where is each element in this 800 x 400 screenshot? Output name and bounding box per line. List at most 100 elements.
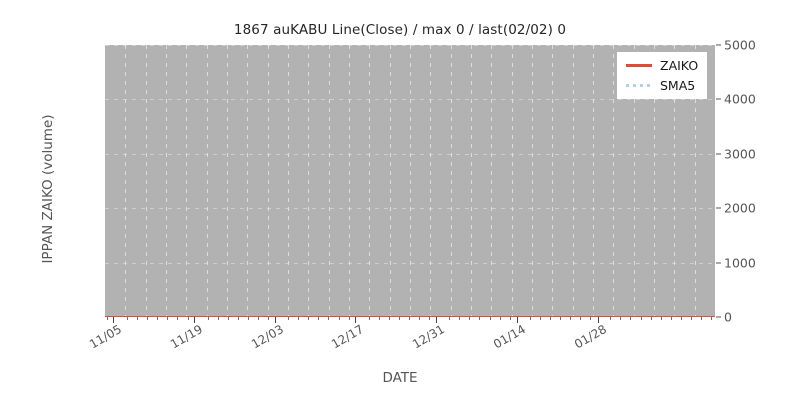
x-tick-label: 12/31 [410,322,447,352]
gridline-vertical [451,45,452,317]
x-axis-minor-tick [610,317,611,320]
chart-legend[interactable]: ZAIKO SMA5 [617,52,708,99]
x-axis-minor-tick [419,317,420,320]
x-axis-minor-tick [188,317,189,320]
gridline-vertical [532,45,533,317]
x-axis-minor-tick [469,317,470,320]
legend-swatch-sma5-icon [626,83,652,87]
y-tick-label: 3000 [724,146,756,162]
gridline-vertical [471,45,472,317]
x-axis-minor-tick [479,317,480,320]
gridline-vertical [512,45,513,317]
x-axis-minor-tick [409,317,410,320]
gridline-horizontal [105,262,715,264]
x-axis-title: DATE [382,370,418,386]
y-axis-tick: 1000 [716,255,756,270]
x-axis-minor-tick [147,317,148,320]
y-axis-tick: 3000 [716,146,756,161]
x-tick-label: 12/03 [249,322,286,352]
x-axis-major-tick [194,317,195,323]
x-axis-minor-tick [701,317,702,320]
legend-item-zaiko[interactable]: ZAIKO [626,57,698,73]
gridline-vertical [613,45,614,317]
gridline-vertical [573,45,574,317]
gridline-vertical [674,45,675,317]
gridline-vertical [186,45,187,317]
y-tick-label: 5000 [724,37,756,53]
x-tick-label: 01/28 [572,322,609,352]
y-tick-label: 1000 [724,255,756,271]
x-axis-minor-tick [369,317,370,320]
x-axis-minor-tick [671,317,672,320]
x-axis-minor-tick [298,317,299,320]
y-axis-tick: 5000 [716,38,756,53]
y-tick-mark-icon [716,262,721,264]
gridline-vertical [308,45,309,317]
gridline-vertical [207,45,208,317]
x-axis-minor-tick [661,317,662,320]
x-tick-label: 12/17 [329,322,366,352]
x-axis-minor-tick [399,317,400,320]
gridline-vertical [125,45,126,317]
x-axis-minor-tick [500,317,501,320]
x-axis-minor-tick [681,317,682,320]
gridline-vertical [247,45,248,317]
gridline-vertical [695,45,696,317]
x-axis-minor-tick [167,317,168,320]
x-axis-minor-tick [630,317,631,320]
y-tick-mark-icon [716,44,721,46]
x-tick-label: 01/14 [491,322,528,352]
x-axis-minor-tick [258,317,259,320]
x-axis-minor-tick [208,317,209,320]
x-axis-minor-tick [268,317,269,320]
x-axis-minor-tick [228,317,229,320]
x-axis-minor-tick [570,317,571,320]
gridline-vertical [268,45,269,317]
y-tick-label: 0 [724,309,732,325]
y-axis-tick: 0 [716,310,732,325]
x-axis-major-tick [275,317,276,323]
x-axis-minor-tick [560,317,561,320]
x-axis-major-tick [517,317,518,323]
x-axis-minor-tick [550,317,551,320]
x-axis-minor-tick [107,317,108,320]
x-axis-minor-tick [157,317,158,320]
x-axis-major-tick [598,317,599,323]
x-axis-minor-tick [349,317,350,320]
x-axis-minor-tick [449,317,450,320]
gridline-vertical [349,45,350,317]
x-axis-minor-tick [711,317,712,320]
gridline-vertical [166,45,167,317]
y-tick-mark-icon [716,98,721,100]
gridline-vertical [654,45,655,317]
x-axis-minor-tick [510,317,511,320]
gridline-vertical [288,45,289,317]
gridline-vertical [410,45,411,317]
x-axis-minor-tick [641,317,642,320]
gridline-vertical [552,45,553,317]
plot-area [105,45,715,317]
y-tick-label: 2000 [724,200,756,216]
gridline-vertical [146,45,147,317]
y-tick-label: 4000 [724,91,756,107]
legend-label-zaiko: ZAIKO [660,57,699,73]
x-axis-minor-tick [379,317,380,320]
gridline-horizontal [105,208,715,210]
legend-item-sma5[interactable]: SMA5 [626,77,698,93]
gridline-vertical [390,45,391,317]
gridline-horizontal [105,45,715,46]
x-axis-minor-tick [328,317,329,320]
gridline-vertical [430,45,431,317]
x-axis-minor-tick [318,317,319,320]
gridline-vertical [491,45,492,317]
y-tick-mark-icon [716,207,721,209]
y-axis-tick: 2000 [716,201,756,216]
x-axis-minor-tick [308,317,309,320]
x-axis-minor-tick [459,317,460,320]
x-axis-minor-tick [339,317,340,320]
y-axis-tick: 4000 [716,92,756,107]
legend-swatch-zaiko-icon [626,63,652,67]
x-axis-minor-tick [580,317,581,320]
gridline-horizontal [105,153,715,155]
